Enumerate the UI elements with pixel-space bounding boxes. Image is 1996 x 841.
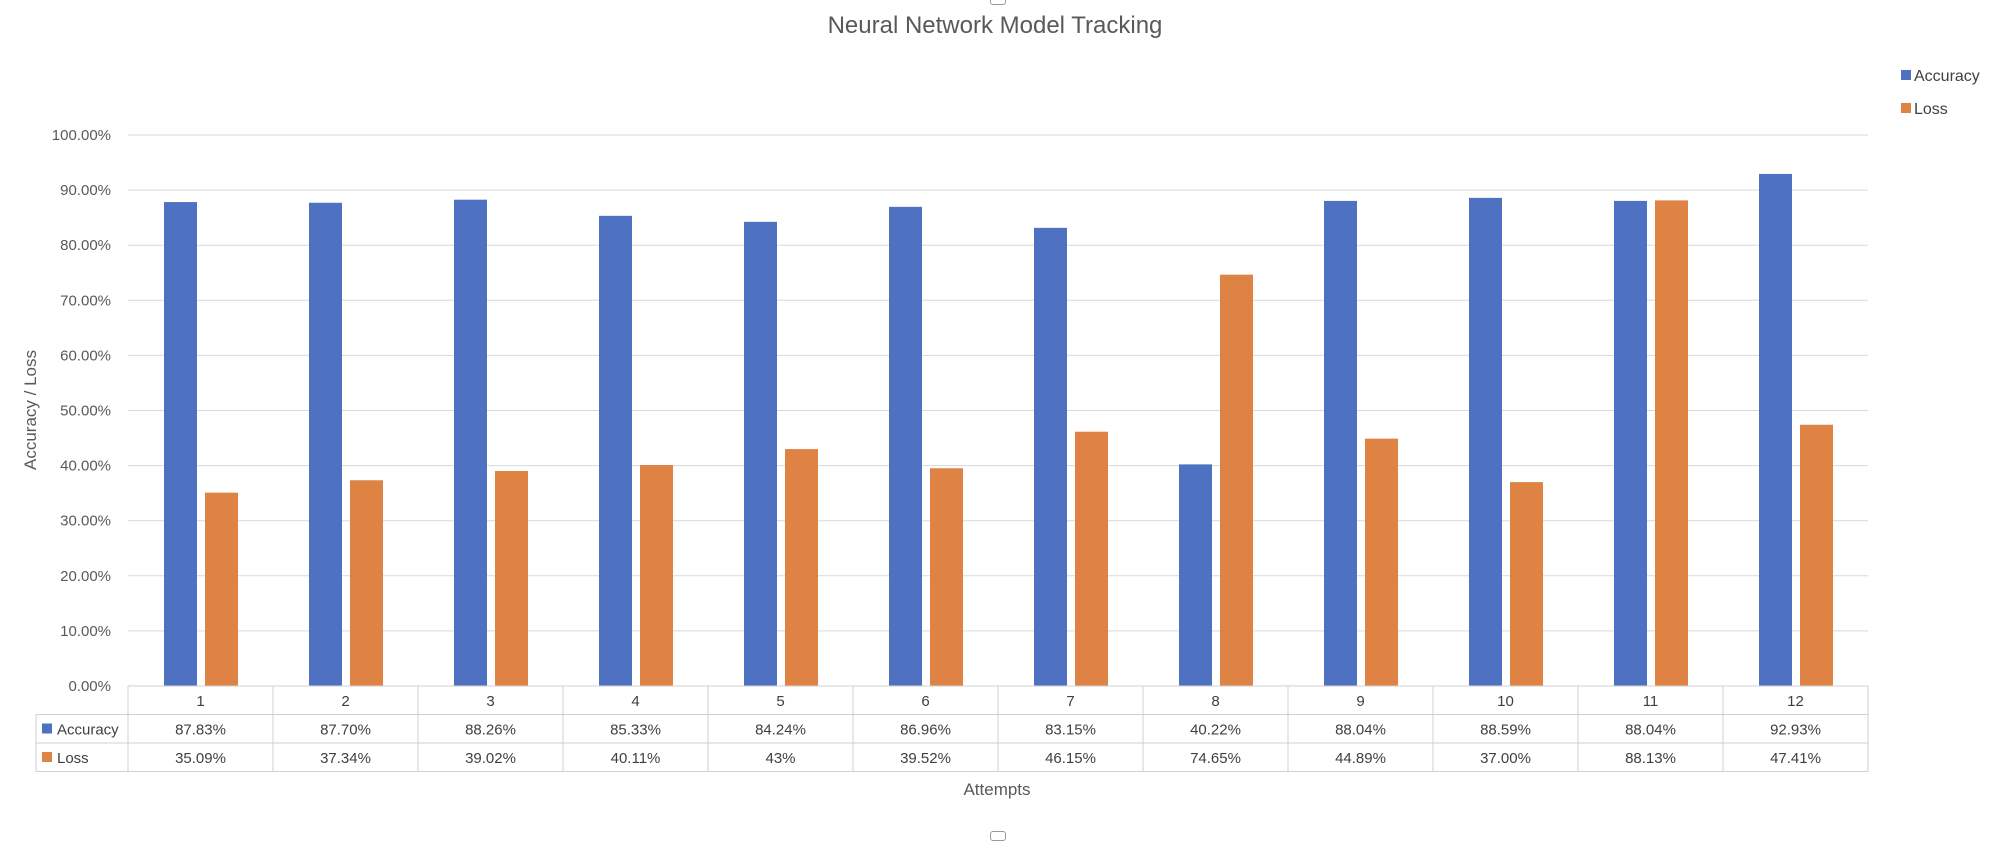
table-legend-key-accuracy <box>42 723 52 734</box>
table-value: 39.02% <box>465 750 516 767</box>
table-value: 39.52% <box>900 750 951 767</box>
bar-loss-7 <box>1075 431 1108 686</box>
bar-loss-4 <box>640 464 673 686</box>
table-value: 37.34% <box>320 750 371 767</box>
chart-resize-handle-top[interactable] <box>990 0 1006 5</box>
table-category-label: 1 <box>196 693 204 710</box>
table-value: 37.00% <box>1480 750 1531 767</box>
table-value: 88.04% <box>1335 722 1386 739</box>
bar-accuracy-8 <box>1179 464 1212 686</box>
table-value: 88.26% <box>465 722 516 739</box>
y-tick-label: 0.00% <box>68 678 111 695</box>
table-value: 85.33% <box>610 722 661 739</box>
bar-loss-9 <box>1365 438 1398 686</box>
table-value: 35.09% <box>175 750 226 767</box>
bar-loss-6 <box>930 468 963 686</box>
bar-accuracy-2 <box>309 202 342 686</box>
table-category-label: 3 <box>486 693 494 710</box>
bar-accuracy-7 <box>1034 227 1067 686</box>
bar-loss-12 <box>1800 424 1833 686</box>
legend: Accuracy Loss <box>1901 68 1980 118</box>
table-category-label: 7 <box>1066 693 1074 710</box>
table-category-label: 10 <box>1497 693 1514 710</box>
table-value: 88.13% <box>1625 750 1676 767</box>
table-category-label: 12 <box>1787 693 1804 710</box>
table-value: 86.96% <box>900 722 951 739</box>
table-value: 44.89% <box>1335 750 1386 767</box>
y-tick-label: 50.00% <box>60 403 111 420</box>
bars <box>164 173 1833 687</box>
bar-loss-10 <box>1510 482 1543 686</box>
gridlines <box>128 134 1868 687</box>
y-tick-label: 30.00% <box>60 513 111 530</box>
table-category-label: 2 <box>341 693 349 710</box>
table-value: 74.65% <box>1190 750 1241 767</box>
bar-accuracy-6 <box>889 206 922 686</box>
y-tick-label: 90.00% <box>60 182 111 199</box>
table-value: 88.59% <box>1480 722 1531 739</box>
table-value: 40.22% <box>1190 722 1241 739</box>
y-tick-label: 10.00% <box>60 623 111 640</box>
y-tick-label: 60.00% <box>60 347 111 364</box>
bar-accuracy-4 <box>599 215 632 686</box>
bar-accuracy-9 <box>1324 200 1357 686</box>
y-tick-labels: 0.00% 10.00% 20.00% 30.00% 40.00% 50.00% 60.00… <box>52 127 111 695</box>
bar-accuracy-1 <box>164 202 197 686</box>
table-value: 87.70% <box>320 722 371 739</box>
table-value: 43% <box>765 750 795 767</box>
bar-accuracy-10 <box>1469 197 1502 687</box>
bar-loss-3 <box>495 470 528 686</box>
table-value: 84.24% <box>755 722 806 739</box>
table-series-label: Loss <box>57 750 89 767</box>
legend-label: Loss <box>1914 101 1948 118</box>
bar-accuracy-3 <box>454 199 487 687</box>
table-category-label: 5 <box>776 693 784 710</box>
chart-title: Neural Network Model Tracking <box>828 12 1163 39</box>
table-value: 92.93% <box>1770 722 1821 739</box>
bar-loss-11 <box>1655 200 1688 687</box>
bar-loss-8 <box>1220 274 1253 686</box>
table-category-label: 9 <box>1356 693 1364 710</box>
table-legend-key-loss <box>42 752 52 762</box>
bar-loss-5 <box>785 449 818 686</box>
table-value: 83.15% <box>1045 722 1096 739</box>
legend-key-accuracy <box>1901 70 1911 80</box>
y-tick-label: 40.00% <box>60 458 111 475</box>
bar-accuracy-11 <box>1614 200 1647 686</box>
y-axis-label: Accuracy / Loss <box>21 350 40 470</box>
bar-loss-2 <box>350 480 383 686</box>
bar-accuracy-5 <box>744 221 777 687</box>
bar-loss-1 <box>205 492 238 686</box>
legend-label: Accuracy <box>1914 68 1980 85</box>
table-value: 47.41% <box>1770 750 1821 767</box>
table-category-label: 6 <box>921 693 929 710</box>
y-tick-label: 20.00% <box>60 568 111 585</box>
table-value: 40.11% <box>611 750 661 767</box>
table-category-label: 8 <box>1211 693 1219 710</box>
table-category-label: 4 <box>631 693 639 710</box>
x-axis-label: Attempts <box>963 780 1030 799</box>
table-value: 88.04% <box>1625 722 1676 739</box>
table-value: 46.15% <box>1045 750 1096 767</box>
y-tick-label: 70.00% <box>60 292 111 309</box>
bar-accuracy-12 <box>1759 173 1792 687</box>
table-category-label: 11 <box>1643 693 1659 710</box>
table-value: 87.83% <box>175 722 226 739</box>
y-tick-label: 80.00% <box>60 237 111 254</box>
legend-key-loss <box>1901 103 1911 113</box>
table-series-label: Accuracy <box>57 722 119 739</box>
chart-resize-handle-bottom[interactable] <box>990 831 1006 841</box>
y-tick-label: 100.00% <box>52 127 111 144</box>
